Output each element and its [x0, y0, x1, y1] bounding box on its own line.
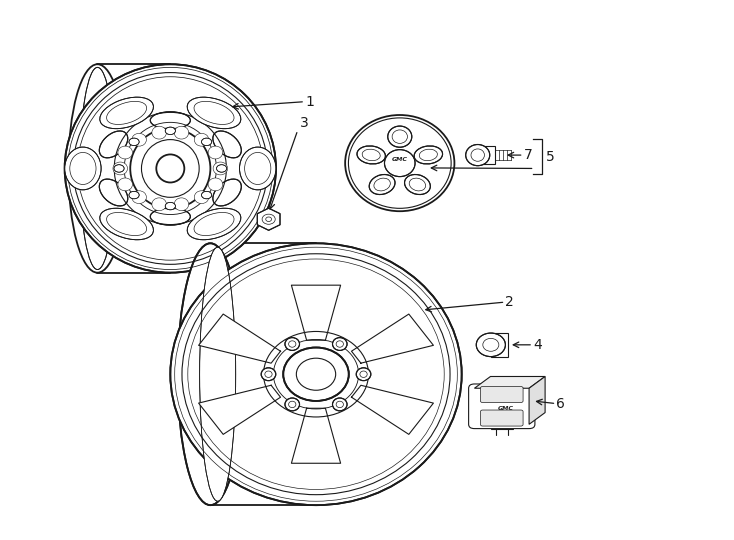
Ellipse shape: [202, 191, 211, 199]
Ellipse shape: [132, 191, 146, 204]
FancyBboxPatch shape: [491, 333, 509, 356]
FancyBboxPatch shape: [468, 384, 535, 429]
Ellipse shape: [217, 165, 227, 172]
Ellipse shape: [195, 191, 209, 204]
Ellipse shape: [100, 208, 153, 240]
Text: 3: 3: [300, 116, 309, 130]
FancyBboxPatch shape: [481, 410, 523, 426]
Ellipse shape: [369, 174, 395, 194]
Ellipse shape: [132, 133, 146, 146]
Ellipse shape: [152, 126, 167, 139]
Ellipse shape: [388, 126, 412, 147]
Ellipse shape: [65, 147, 101, 190]
Ellipse shape: [178, 244, 243, 505]
Ellipse shape: [213, 131, 241, 158]
Ellipse shape: [129, 191, 139, 199]
Polygon shape: [199, 314, 280, 363]
Ellipse shape: [333, 398, 347, 411]
Ellipse shape: [285, 398, 299, 411]
Ellipse shape: [476, 333, 506, 356]
Ellipse shape: [357, 146, 385, 164]
Ellipse shape: [118, 178, 132, 191]
Ellipse shape: [208, 146, 222, 159]
Text: GMC: GMC: [498, 407, 513, 411]
Ellipse shape: [174, 198, 189, 211]
Ellipse shape: [333, 338, 347, 350]
Ellipse shape: [385, 150, 415, 177]
Ellipse shape: [202, 138, 211, 146]
Ellipse shape: [174, 126, 189, 139]
Ellipse shape: [152, 198, 167, 211]
Ellipse shape: [239, 147, 276, 190]
Polygon shape: [474, 376, 545, 388]
Ellipse shape: [113, 162, 128, 175]
Ellipse shape: [65, 64, 276, 273]
Polygon shape: [352, 314, 433, 363]
Ellipse shape: [187, 208, 241, 240]
Ellipse shape: [118, 146, 132, 159]
Ellipse shape: [404, 174, 430, 194]
Polygon shape: [199, 385, 280, 434]
Ellipse shape: [213, 179, 241, 206]
Ellipse shape: [261, 368, 276, 381]
Text: GMC: GMC: [392, 157, 408, 162]
Ellipse shape: [345, 115, 454, 211]
Ellipse shape: [195, 133, 209, 146]
Ellipse shape: [100, 97, 153, 129]
Text: 7: 7: [523, 148, 532, 162]
Text: 4: 4: [533, 338, 542, 352]
Polygon shape: [291, 285, 341, 340]
Ellipse shape: [465, 145, 490, 166]
Ellipse shape: [208, 178, 222, 191]
Polygon shape: [258, 208, 280, 230]
Ellipse shape: [213, 162, 228, 175]
Ellipse shape: [99, 179, 128, 206]
Polygon shape: [352, 385, 433, 434]
Ellipse shape: [129, 138, 139, 146]
Text: 6: 6: [556, 396, 565, 410]
Text: 2: 2: [506, 295, 514, 309]
Ellipse shape: [150, 208, 190, 225]
Ellipse shape: [170, 244, 462, 505]
Text: 5: 5: [546, 150, 555, 164]
Ellipse shape: [150, 112, 190, 129]
Ellipse shape: [165, 202, 175, 210]
Ellipse shape: [285, 338, 299, 350]
Polygon shape: [529, 376, 545, 424]
Ellipse shape: [165, 127, 175, 134]
Ellipse shape: [114, 165, 124, 172]
FancyBboxPatch shape: [478, 146, 495, 164]
Ellipse shape: [356, 368, 371, 381]
Ellipse shape: [187, 97, 241, 129]
Ellipse shape: [414, 146, 443, 164]
Ellipse shape: [80, 68, 115, 269]
Ellipse shape: [200, 247, 236, 501]
Polygon shape: [291, 408, 341, 463]
Text: 1: 1: [305, 94, 314, 109]
FancyBboxPatch shape: [481, 387, 523, 402]
Ellipse shape: [99, 131, 128, 158]
Ellipse shape: [283, 348, 349, 401]
